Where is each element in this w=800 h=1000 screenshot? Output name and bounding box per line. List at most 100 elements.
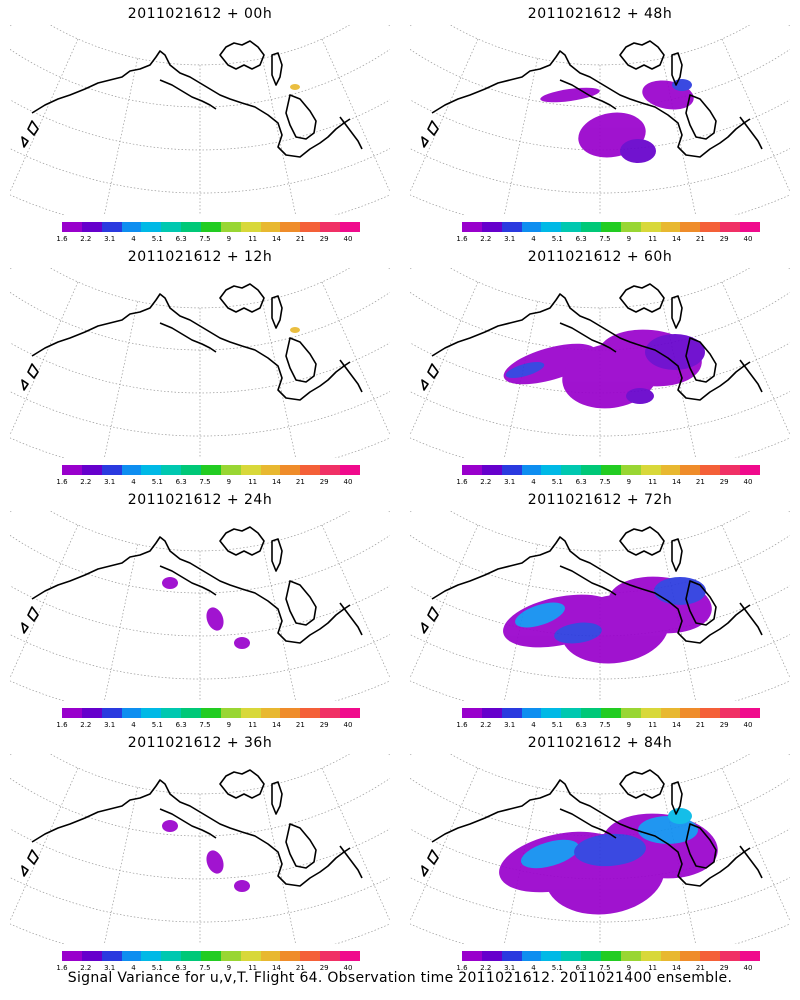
colorbar-tick-label: 1.6 [456,235,468,243]
colorbar-tick-label: 7.5 [599,478,611,486]
colorbar-tick-label: 1.6 [56,478,68,486]
map-projection [410,25,790,215]
colorbar-swatch [220,465,241,475]
colorbar-tick-label: 5.1 [151,235,163,243]
colorbar-swatch [640,465,661,475]
panel-title: 2011021612 + 12h [127,249,273,265]
colorbar-tick-label: 11 [648,721,658,729]
variance-contour-fill [505,362,545,378]
colorbar-swatch [581,708,602,718]
colorbar-swatch [141,708,162,718]
colorbar-tick-label: 11 [648,964,658,972]
map-projection [10,268,390,458]
colorbar-tick-label: 29 [319,235,329,243]
colorbar-tick-label: 6.3 [575,235,587,243]
colorbar-swatch [680,465,701,475]
colorbar-swatch [141,465,162,475]
colorbar-swatch [320,222,341,232]
variance-contour-fill [668,808,692,824]
colorbar-tick-label: 2.2 [80,964,92,972]
colorbar-tick-label: 9 [226,964,232,972]
panel-title: 2011021612 + 72h [527,492,673,508]
colorbar-swatch [740,708,760,718]
colorbar-swatch [121,708,142,718]
colorbar-labels: 1.6 2.2 3.1 4 5.1 6.3 7.5 9 11 14 21 29 40 [450,478,770,488]
colorbar-swatch [300,222,321,232]
colorbar-tick-label: 14 [272,721,281,729]
colorbar-swatch [462,222,482,232]
colorbar-swatch [220,222,241,232]
colorbar-tick-label: 40 [743,964,753,972]
colorbar-tick-label: 21 [295,235,305,243]
colorbar-tick-label: 4 [531,235,536,243]
coastline [21,769,363,887]
colorbar-tick-label: 5.1 [151,478,163,486]
colorbar-swatch [220,951,241,961]
colorbar-tick-label: 29 [719,964,729,972]
colorbar-swatch [340,951,360,961]
colorbar-swatch [201,951,221,961]
map-panel: 2011021612 + 84h 1.6 2.2 3.1 4 5.1 6.3 7.5 9 11 14… [400,729,800,972]
colorbar-tick-label: 4 [531,478,536,486]
panel-title: 2011021612 + 36h [127,735,273,751]
variance-contour-fill [234,637,250,649]
colorbar-tick-label: 40 [343,964,353,972]
colorbar-tick-label: 14 [272,964,281,972]
colorbar-swatch [640,222,661,232]
variance-contour-fill [620,139,656,163]
colorbar-tick-label: 1.6 [56,964,68,972]
colorbar-tick-label: 3.1 [104,721,116,729]
colorbar-swatch [680,708,701,718]
colorbar-swatch [700,708,721,718]
variance-contour-fill [645,334,705,370]
colorbar-swatch [720,708,741,718]
colorbar-tick-label: 7.5 [599,721,611,729]
colorbar-swatch [181,222,202,232]
variance-contour-fill [162,820,178,832]
colorbar [62,222,360,232]
colorbar-tick-label: 11 [248,478,258,486]
colorbar-swatch [581,951,602,961]
colorbar-swatch [340,465,360,475]
colorbar-swatch [501,222,522,232]
colorbar-swatch [62,465,82,475]
colorbar-tick-label: 11 [648,478,658,486]
colorbar-tick-label: 11 [248,721,258,729]
colorbar-tick-label: 4 [131,721,136,729]
colorbar-swatch [101,222,122,232]
colorbar-swatch [462,465,482,475]
colorbar-tick-label: 5.1 [551,235,563,243]
colorbar-swatch [561,222,582,232]
colorbar-tick-label: 3.1 [104,478,116,486]
colorbar-tick-label: 40 [743,721,753,729]
colorbar-tick-label: 14 [272,478,281,486]
colorbar-tick-label: 5.1 [151,721,163,729]
colorbar-swatch [260,951,281,961]
colorbar-swatch [700,951,721,961]
colorbar-swatch [620,708,641,718]
colorbar-swatch [601,222,621,232]
colorbar-swatch [121,465,142,475]
colorbar-tick-label: 9 [626,235,632,243]
colorbar-swatch [660,465,681,475]
coastline [21,283,363,401]
map-projection [10,511,390,701]
map-projection [410,268,790,458]
colorbar-swatch [740,465,760,475]
colorbar-swatch [101,951,122,961]
variance-field [499,808,718,915]
colorbar-tick-label: 2.2 [80,721,92,729]
colorbar-swatch [340,708,360,718]
coastline [421,769,763,887]
map-projection [10,754,390,944]
map-projection [10,25,390,215]
colorbar-swatch [81,222,102,232]
colorbar-swatch [660,222,681,232]
colorbar-tick-label: 29 [319,478,329,486]
colorbar-swatch [320,465,341,475]
colorbar-tick-label: 4 [131,235,136,243]
variance-contour-fill [515,602,565,628]
colorbar-tick-label: 7.5 [199,235,211,243]
colorbar-tick-label: 2.2 [480,235,492,243]
colorbar-swatch [561,465,582,475]
